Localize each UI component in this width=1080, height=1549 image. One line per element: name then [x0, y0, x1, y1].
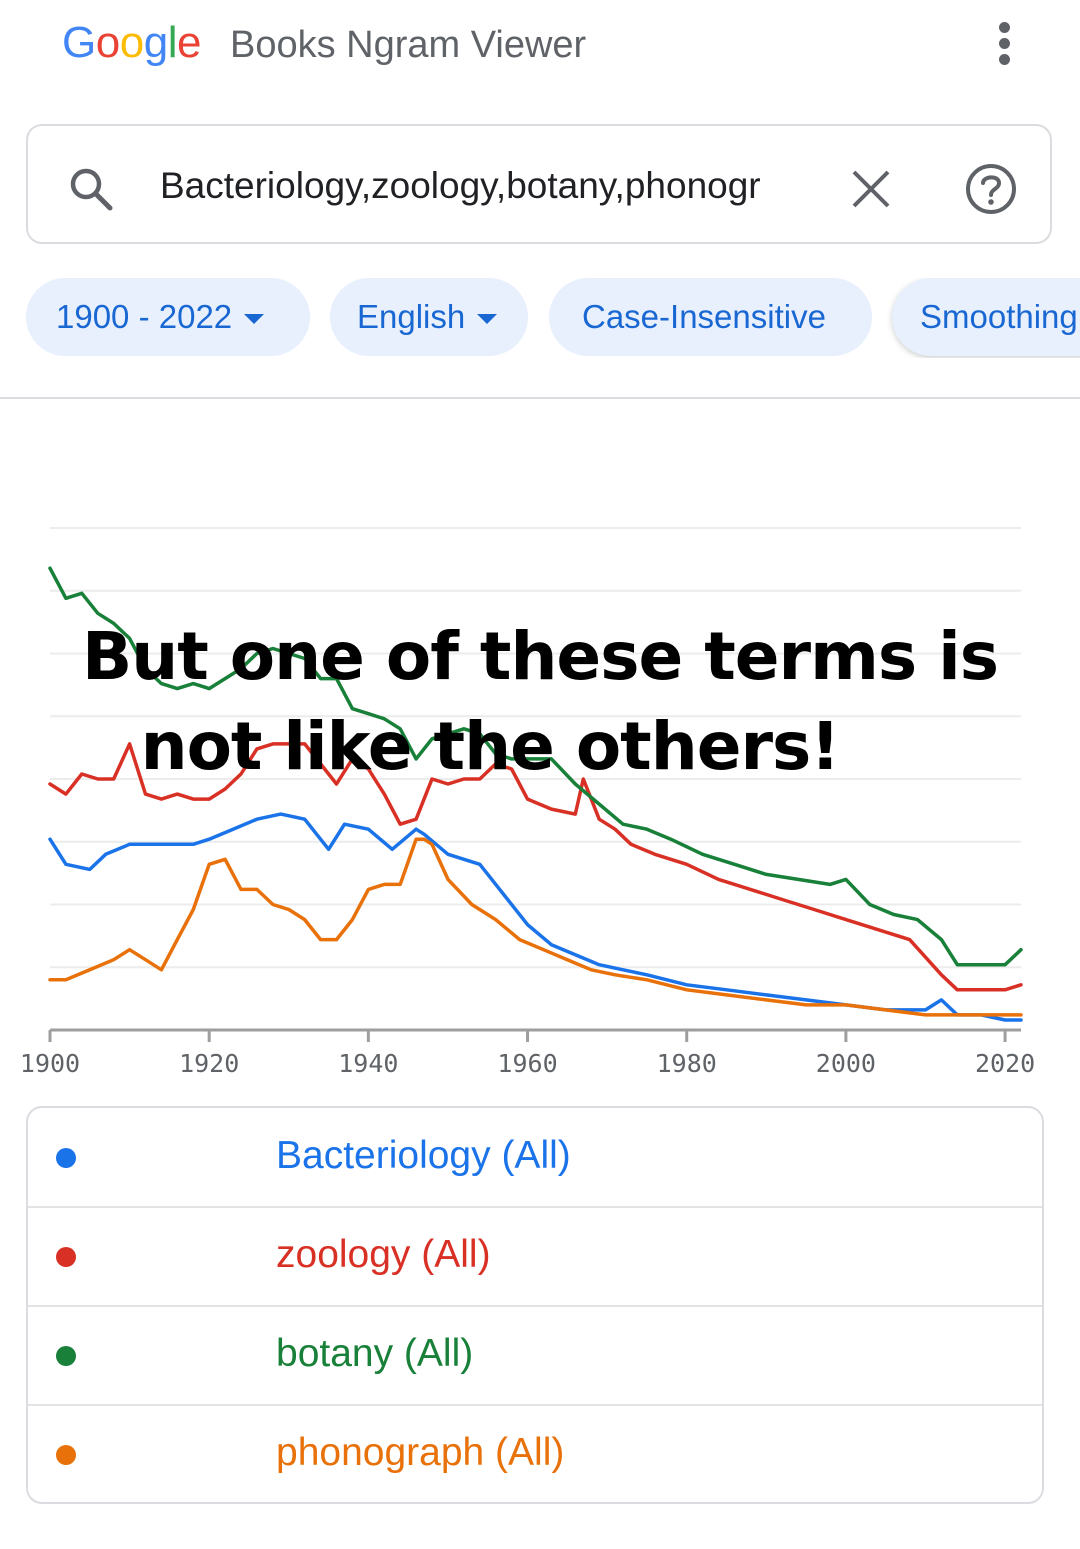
help-icon[interactable]: [964, 162, 1018, 216]
legend-item[interactable]: phonograph (All): [28, 1405, 1042, 1502]
search-icon[interactable]: [66, 164, 116, 214]
series-line: [48, 566, 1023, 967]
legend: Bacteriology (All) zoology (All) botany …: [26, 1106, 1044, 1504]
smoothing-chip[interactable]: Smoothing: [892, 278, 1080, 356]
year-range-label: 1900 - 2022: [56, 298, 233, 335]
x-tick-label: 1960: [497, 1049, 557, 1078]
series-dot-icon: [56, 1445, 76, 1465]
logo-letter: g: [143, 18, 168, 67]
legend-item[interactable]: botany (All): [28, 1306, 1042, 1406]
series-dot-icon: [56, 1247, 76, 1267]
x-tick-label: 1940: [338, 1049, 398, 1078]
close-icon[interactable]: [848, 166, 894, 212]
legend-item[interactable]: zoology (All): [28, 1207, 1042, 1307]
legend-label: phonograph (All): [276, 1431, 565, 1474]
x-tick-label: 2000: [816, 1049, 876, 1078]
app-title: Books Ngram Viewer: [230, 24, 587, 66]
logo-letter: o: [95, 18, 120, 67]
legend-label: zoology (All): [276, 1233, 491, 1276]
search-input[interactable]: [160, 160, 810, 212]
legend-label: Bacteriology (All): [276, 1134, 571, 1177]
dropdown-arrow-icon: [244, 314, 265, 325]
x-tick-label: 1920: [179, 1049, 239, 1078]
app-header: Google Books Ngram Viewer: [0, 0, 1080, 95]
series-line: [48, 742, 1023, 992]
language-chip[interactable]: English: [330, 278, 528, 356]
series-line: [48, 812, 1023, 1022]
series-line: [48, 837, 1023, 1017]
ngram-chart: 1900 1920 1940 1960 1980 2000 2020 But one of …: [0, 400, 1080, 1090]
smoothing-label: Smoothing: [920, 298, 1078, 335]
legend-item[interactable]: Bacteriology (All): [28, 1108, 1042, 1208]
case-insensitive-chip[interactable]: Case-Insensitive: [549, 278, 872, 356]
case-label: Case-Insensitive: [582, 298, 826, 335]
logo-letter: l: [167, 18, 178, 67]
overlay-caption-line-1: But one of these terms is: [81, 618, 999, 695]
google-logo[interactable]: Google: [62, 18, 201, 68]
series-dot-icon: [56, 1148, 76, 1168]
language-label: English: [357, 298, 466, 335]
logo-letter: G: [62, 18, 96, 67]
logo-letter: e: [176, 18, 201, 67]
overlay-caption-line-2: not like the others!: [140, 708, 841, 785]
dropdown-arrow-icon: [477, 314, 498, 325]
search-box: [26, 124, 1052, 244]
x-tick-label: 1900: [20, 1049, 80, 1078]
filter-chips: 1900 - 2022 English Case-Insensitive Smo…: [0, 278, 1080, 358]
chart-svg: 1900 1920 1940 1960 1980 2000 2020: [20, 527, 1035, 1078]
divider: [0, 397, 1080, 399]
legend-label: botany (All): [276, 1332, 474, 1375]
more-vert-icon[interactable]: [990, 20, 1020, 66]
x-tick-label: 2020: [975, 1049, 1035, 1078]
year-range-chip[interactable]: 1900 - 2022: [26, 278, 310, 356]
series-dot-icon: [56, 1346, 76, 1366]
x-tick-label: 1980: [657, 1049, 717, 1078]
logo-letter: o: [119, 18, 144, 67]
